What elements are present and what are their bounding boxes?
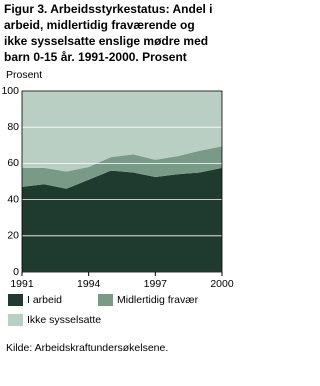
- chart-title: ikke sysselsatte enslige mødre med: [4, 34, 208, 48]
- source: Kilde: Arbeidskraftundersøkelsene.: [6, 342, 168, 354]
- chart-title: barn 0-15 år. 1991-2000. Prosent: [4, 50, 187, 64]
- plot-frame: [21, 90, 223, 273]
- chart-title: arbeid, midlertidig fraværende og: [4, 18, 195, 32]
- x-tick-label: 2000: [210, 278, 234, 290]
- x-tick-label: 1991: [10, 278, 34, 290]
- chart: Prosent Kilde: Arbeidskraftundersøkelsen…: [1, 2, 234, 354]
- area: [22, 146, 222, 189]
- x-tick-label: 1994: [77, 278, 101, 290]
- y-tick-label: 60: [7, 157, 19, 169]
- y-tick-label: 40: [7, 193, 19, 205]
- legend-swatch: [8, 294, 23, 306]
- x-tick-label: 1997: [144, 278, 168, 290]
- legend-label: Midlertidig fravær: [117, 294, 199, 306]
- legend-label: Ikke sysselsatte: [27, 314, 101, 326]
- y-tick-label: 80: [7, 121, 19, 133]
- y-tick-label: 0: [13, 266, 19, 278]
- y-axis-label: Prosent: [6, 69, 42, 81]
- legend-label: I arbeid: [27, 294, 62, 306]
- legend-swatch: [8, 314, 23, 326]
- area: [22, 167, 222, 272]
- legend-swatch: [98, 294, 113, 306]
- chart-title: Figur 3. Arbeidsstyrkestatus: Andel i: [4, 2, 213, 16]
- y-tick-label: 20: [7, 230, 19, 242]
- area: [22, 91, 222, 172]
- y-tick-label: 100: [1, 85, 19, 97]
